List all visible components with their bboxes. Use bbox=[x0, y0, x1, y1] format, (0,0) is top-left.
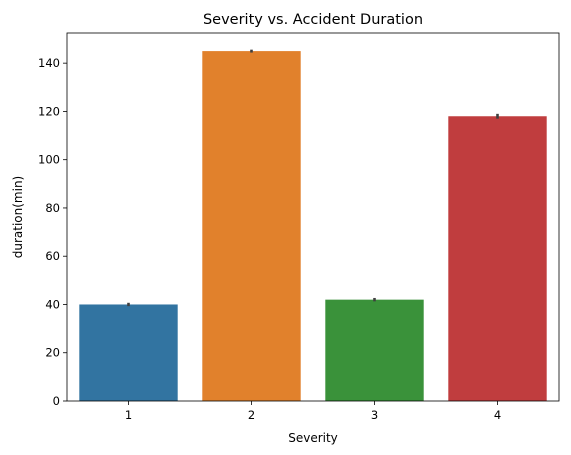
x-tick-label-3: 3 bbox=[371, 408, 378, 422]
bar-1 bbox=[79, 304, 178, 401]
x-axis-label: Severity bbox=[288, 431, 338, 445]
y-tick-label-100: 100 bbox=[38, 153, 60, 167]
y-tick-label-140: 140 bbox=[38, 56, 60, 70]
x-axis: 1 2 3 4 bbox=[125, 401, 501, 422]
bar-4 bbox=[448, 116, 547, 402]
x-tick-label-2: 2 bbox=[248, 408, 255, 422]
y-tick-label-60: 60 bbox=[45, 249, 60, 263]
plot-frame bbox=[66, 32, 560, 402]
y-axis-label: duration(min) bbox=[11, 176, 25, 259]
y-tick-label-0: 0 bbox=[53, 394, 60, 408]
y-tick-label-80: 80 bbox=[45, 201, 60, 215]
y-tick-label-20: 20 bbox=[45, 346, 60, 360]
y-tick-label-120: 120 bbox=[38, 104, 60, 118]
x-tick-label-1: 1 bbox=[125, 408, 132, 422]
chart-title: Severity vs. Accident Duration bbox=[203, 12, 423, 28]
bar-2 bbox=[202, 51, 301, 402]
x-tick-label-4: 4 bbox=[494, 408, 501, 422]
bars-group bbox=[79, 51, 547, 402]
error-bars-group bbox=[127, 49, 499, 307]
y-axis: 0 20 40 60 80 100 120 140 bbox=[38, 56, 67, 408]
y-tick-label-40: 40 bbox=[45, 297, 60, 311]
bar-3 bbox=[325, 299, 424, 401]
